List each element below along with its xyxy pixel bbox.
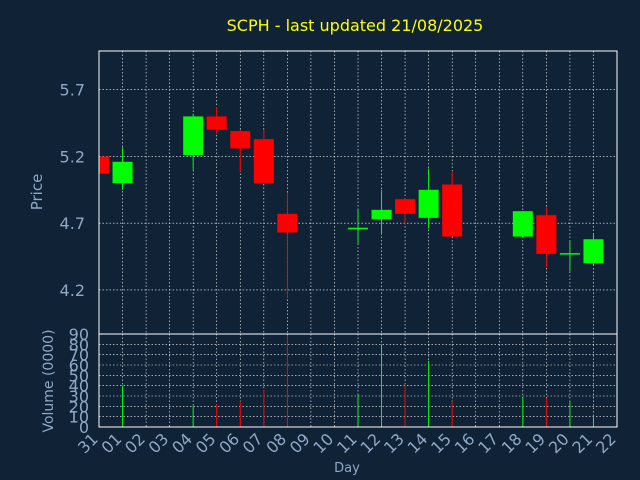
candle-body (230, 131, 251, 149)
candle-13 (395, 197, 416, 225)
candle-31 (98, 156, 109, 174)
candle-01 (112, 147, 133, 190)
candle-05 (206, 107, 227, 134)
candle-08 (277, 192, 298, 298)
candle-body (112, 161, 133, 184)
price-tick-label: 5.2 (60, 147, 85, 166)
volume-tick-label: 20 (69, 397, 89, 416)
candle-11 (348, 209, 368, 245)
candle-body (277, 213, 298, 233)
volume-tick-label: 70 (69, 346, 89, 365)
volume-tick-label: 10 (69, 408, 89, 427)
volume-tick-label: 80 (69, 335, 89, 354)
candle-body (206, 116, 227, 130)
volume-tick-label: 90 (69, 325, 89, 344)
candle-body (371, 209, 392, 220)
candle-19 (536, 207, 557, 268)
price-tick-label: 4.2 (60, 281, 85, 300)
volume-tick-label: 40 (69, 377, 89, 396)
volume-tick-label: 60 (69, 356, 89, 375)
candle-21 (583, 233, 604, 265)
price-axis-label: Price (28, 174, 46, 211)
candle-body (418, 189, 439, 218)
x-tick-labels: 3101020304050607080910111213141516171819… (74, 429, 620, 457)
volume-bars (122, 336, 594, 427)
x-axis-label: Day (334, 461, 360, 476)
price-tick-label: 5.7 (60, 81, 85, 100)
candle-body (253, 139, 274, 184)
candle-07 (253, 129, 274, 184)
volume-panel-frame (98, 333, 618, 428)
candle-04 (183, 113, 204, 170)
candle-body (583, 239, 604, 264)
candle-20 (559, 240, 580, 272)
volume-tick-label: 30 (69, 387, 89, 406)
volume-axis-label: Volume (0000) (41, 329, 57, 432)
candle-body (395, 199, 416, 214)
candle-body (512, 211, 533, 237)
candle-14 (418, 168, 439, 229)
candle-06 (230, 129, 251, 172)
candle-body (442, 184, 463, 237)
candle-12 (371, 189, 392, 234)
candle-body (99, 156, 109, 174)
candle-body (536, 215, 557, 254)
volume-tick-label: 50 (69, 366, 89, 385)
candle-18 (512, 211, 533, 238)
price-tick-label: 4.7 (60, 214, 85, 233)
price-tick-labels: 4.2 4.7 5.2 5.7 (60, 81, 85, 300)
candles (98, 107, 604, 298)
chart-title: SCPH - last updated 21/08/2025 (227, 16, 484, 35)
volume-tick-label: 0 (79, 418, 89, 437)
candle-body (183, 116, 204, 156)
candle-15 (442, 171, 463, 237)
